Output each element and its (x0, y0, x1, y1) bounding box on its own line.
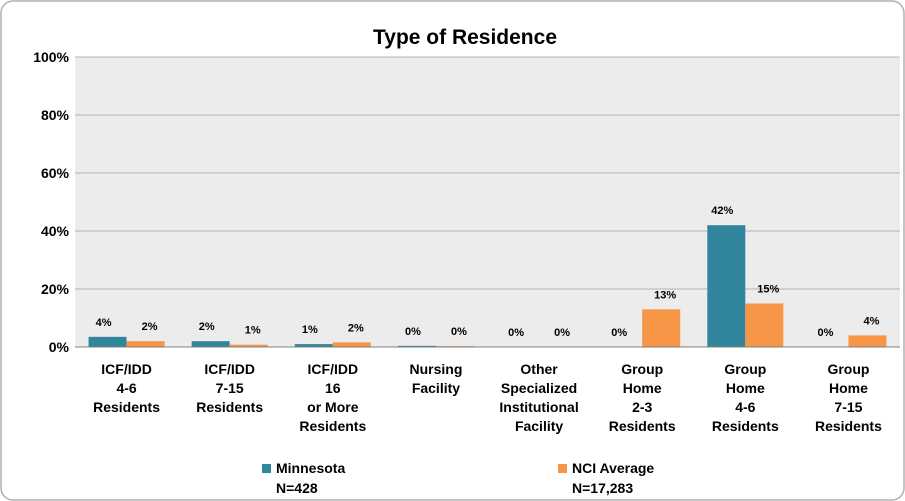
data-label: 13% (654, 289, 676, 301)
legend-swatch (558, 464, 567, 473)
bar (294, 344, 333, 347)
data-label: 42% (711, 205, 733, 217)
x-tick-label: Nursing Facility (409, 361, 462, 396)
x-tick-label: Other Specialized Institutional Facility (499, 361, 578, 434)
data-label: 4% (863, 315, 879, 327)
bar (642, 309, 681, 347)
bar (229, 344, 268, 347)
y-tick-label: 40% (41, 223, 70, 239)
bar (707, 225, 746, 347)
bar (88, 336, 127, 347)
data-label: 1% (302, 324, 318, 336)
legend-label: Minnesota (276, 460, 345, 476)
data-label: 2% (142, 321, 158, 333)
x-tick-label: Group Home 4-6 Residents (712, 361, 779, 434)
plot-area (75, 57, 900, 347)
chart-title: Type of Residence (373, 26, 557, 49)
bar (745, 303, 784, 347)
bar (397, 345, 436, 347)
y-tick-label: 0% (49, 339, 70, 355)
y-tick-label: 100% (33, 49, 69, 65)
data-label: 2% (348, 322, 364, 334)
data-label: 0% (554, 327, 570, 339)
y-tick-label: 80% (41, 107, 70, 123)
x-tick-label: ICF/IDD 7-15 Residents (196, 361, 263, 415)
x-tick-label: ICF/IDD 16 or More Residents (299, 361, 366, 434)
legend-swatch (262, 464, 271, 473)
bar (126, 341, 165, 347)
x-tick-label: Group Home 7-15 Residents (815, 361, 882, 434)
data-label: 0% (405, 326, 421, 338)
bar (332, 342, 371, 347)
data-label: 2% (199, 321, 215, 333)
data-label: 0% (451, 326, 467, 338)
data-label: 1% (245, 325, 261, 337)
x-tick-label: Group Home 2-3 Residents (609, 361, 676, 434)
data-label: 0% (817, 327, 833, 339)
data-label: 15% (757, 284, 779, 296)
legend-label: NCI Average (572, 460, 654, 476)
legend-note: N=428 (276, 480, 318, 496)
data-label: 4% (96, 317, 112, 329)
bar (191, 341, 230, 347)
x-tick-label: ICF/IDD 4-6 Residents (93, 361, 160, 415)
legend-note: N=17,283 (572, 480, 633, 496)
bar (848, 335, 887, 347)
data-label: 0% (611, 327, 627, 339)
y-tick-label: 60% (41, 165, 70, 181)
y-tick-label: 20% (41, 281, 70, 297)
data-label: 0% (508, 327, 524, 339)
